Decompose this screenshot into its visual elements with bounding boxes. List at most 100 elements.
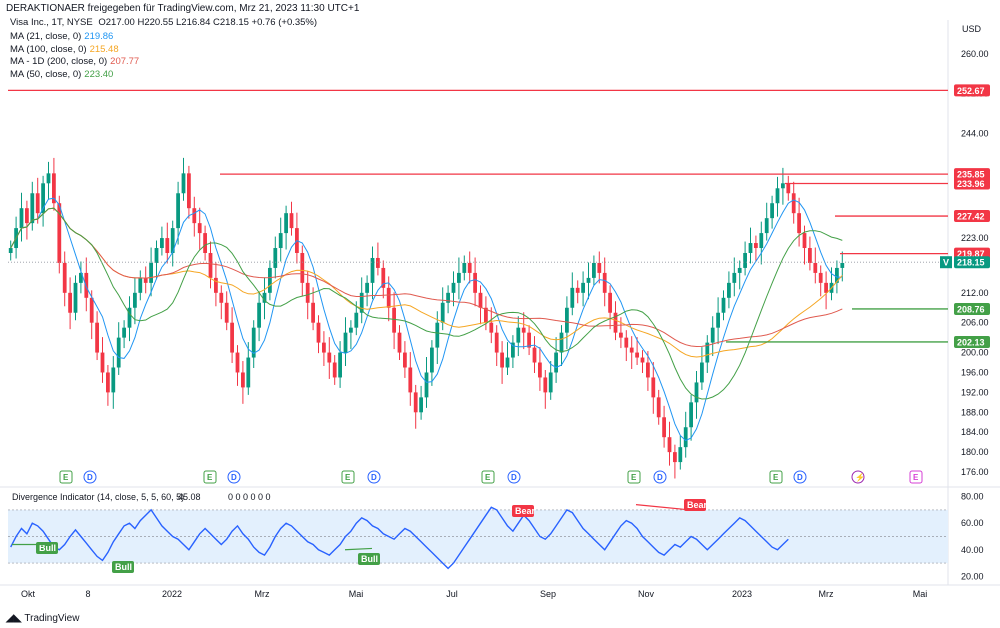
ma-legend-row: MA (100, close, 0) 215.48: [10, 44, 119, 55]
price-tick-label: 180.00: [961, 447, 989, 457]
indicator-tick-label: 60.00: [961, 518, 984, 528]
candle-body: [797, 213, 801, 234]
candle-body: [381, 267, 386, 288]
candle-body: [413, 392, 418, 413]
candle-body: [246, 357, 251, 388]
candle-body: [251, 327, 256, 358]
price-badge-label: 233.96: [957, 179, 985, 189]
ma-value: 219.86: [84, 31, 114, 42]
indicator-extra: 0 0 0 0 0 0: [228, 492, 271, 502]
time-tick-label: Sep: [540, 589, 556, 599]
candle-body: [165, 238, 170, 253]
price-badge-prefix-bg: [940, 256, 952, 269]
candle-body: [527, 332, 531, 348]
candle-body: [802, 233, 807, 249]
candle-body: [257, 302, 261, 328]
candle-body: [597, 262, 602, 273]
event-marker-label: D: [371, 473, 377, 482]
candle-body: [754, 243, 758, 249]
price-tick-label: 184.00: [961, 427, 989, 437]
price-badge-label: 218.15: [957, 258, 985, 268]
time-tick-label: Mrz: [819, 589, 834, 599]
price-badge: [954, 168, 990, 181]
candle-body: [581, 282, 585, 293]
candle-body: [613, 312, 618, 333]
time-tick-label: Nov: [638, 589, 655, 599]
candle-body: [192, 208, 197, 224]
event-marker: [653, 470, 667, 484]
price-badge-label: 219.87: [957, 249, 985, 259]
candle-body: [30, 193, 35, 224]
symbol-legend: Visa Inc., 1T, NYSE O217.00 H220.55 L216…: [10, 17, 317, 28]
candle-body: [640, 357, 645, 363]
candle-body: [602, 272, 607, 293]
candle-body: [721, 297, 726, 313]
price-tick-label: 176.00: [961, 467, 989, 477]
candle-body: [494, 332, 499, 353]
candle-body: [786, 183, 791, 194]
ma-label: MA (100, close, 0): [10, 43, 87, 55]
candle-body: [440, 302, 445, 323]
signal-badge: [358, 553, 380, 565]
candle-body: [570, 287, 575, 308]
event-marker: [909, 470, 923, 484]
candle-body: [25, 208, 29, 224]
candle-body: [694, 382, 699, 403]
candle-body: [316, 322, 321, 343]
candle-body: [467, 262, 472, 273]
candle-body: [143, 277, 148, 283]
candle-body: [484, 307, 488, 323]
candle-body: [208, 253, 213, 278]
indicator-label: Divergence Indicator (14, close, 5, 5, 6…: [12, 492, 184, 502]
candle-body: [116, 337, 121, 368]
candle-body: [759, 233, 764, 249]
candle-body: [332, 362, 337, 378]
price-tick-label: 206.00: [961, 318, 989, 328]
candle-body: [791, 193, 796, 214]
price-tick-label: 244.00: [961, 129, 989, 139]
candle-body: [775, 188, 780, 204]
divergence-line: [635, 504, 691, 511]
candle-body: [538, 362, 542, 378]
indicator-line: [10, 506, 789, 570]
signal-badge-label: Bear: [687, 500, 708, 510]
signal-badge-label: Bull: [115, 562, 132, 572]
moving-average-line: [10, 207, 843, 400]
event-marker-label: E: [913, 473, 919, 482]
candle-body: [289, 213, 294, 229]
candle-body: [710, 327, 715, 343]
ohlc-values: O217.00 H220.55 L216.84 C218.15 +0.76 (+…: [98, 17, 318, 28]
event-marker-label: E: [63, 473, 69, 482]
event-marker: [83, 470, 97, 484]
candle-body: [532, 347, 537, 363]
candle-body: [197, 223, 202, 234]
candle-body: [300, 253, 305, 283]
symbol-name: Visa Inc., 1T, NYSE: [10, 17, 93, 28]
candle-body: [565, 307, 569, 333]
candle-body: [521, 327, 526, 333]
event-marker-label: E: [207, 473, 213, 482]
price-tick-label: 188.00: [961, 407, 989, 417]
candle-body: [727, 282, 731, 298]
candle-body: [457, 272, 461, 283]
event-marker-label: E: [631, 473, 637, 482]
time-tick-label: 2023: [732, 589, 752, 599]
indicator-value: 45.08: [178, 492, 201, 502]
price-badge: [954, 302, 990, 315]
event-marker: [507, 470, 521, 484]
candle-body: [397, 332, 402, 353]
candle-body: [149, 262, 153, 283]
moving-average-line: [10, 197, 843, 442]
candle-body: [376, 257, 380, 268]
candle-body: [559, 332, 564, 353]
candle-body: [743, 253, 747, 268]
candle-body: [516, 327, 521, 343]
candle-body: [89, 297, 94, 323]
candle-body: [592, 262, 596, 278]
event-marker: [341, 470, 355, 484]
time-tick-label: 2022: [162, 589, 182, 599]
candle-body: [305, 282, 310, 303]
time-tick-label: Mai: [913, 589, 928, 599]
candle-body: [673, 452, 677, 463]
